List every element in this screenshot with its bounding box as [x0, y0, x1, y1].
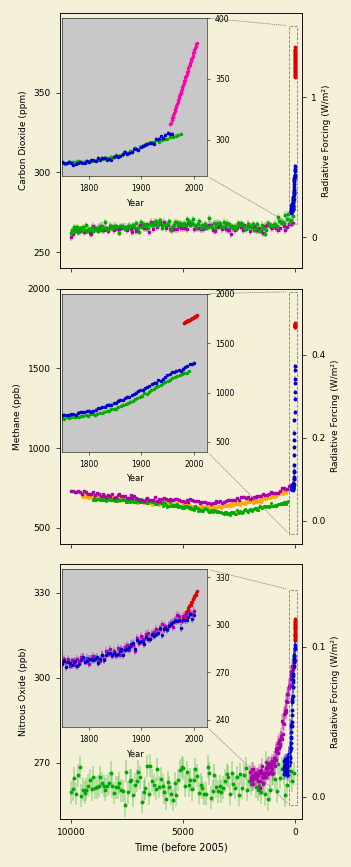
- Y-axis label: Methane (ppb): Methane (ppb): [13, 383, 22, 449]
- Y-axis label: Nitrous Oxide (ppb): Nitrous Oxide (ppb): [19, 648, 28, 736]
- Y-axis label: Radiative Forcing (W/m²): Radiative Forcing (W/m²): [322, 84, 331, 197]
- Y-axis label: Radiative Forcing (W/m²): Radiative Forcing (W/m²): [331, 636, 340, 748]
- X-axis label: Time (before 2005): Time (before 2005): [134, 843, 228, 853]
- Y-axis label: Radiative Forcing (W/m²): Radiative Forcing (W/m²): [331, 360, 340, 473]
- Y-axis label: Carbon Dioxide (ppm): Carbon Dioxide (ppm): [19, 91, 28, 191]
